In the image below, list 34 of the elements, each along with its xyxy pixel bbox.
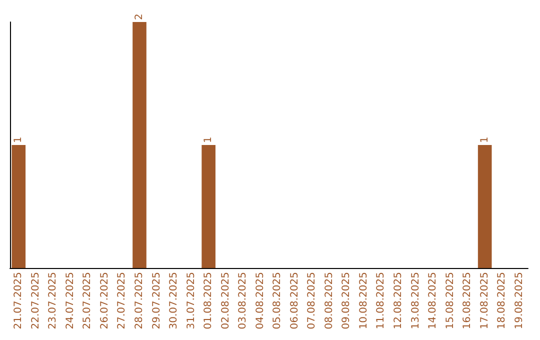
x-tick-label: 19.08.2025 — [514, 272, 525, 330]
x-tick-label: 03.08.2025 — [238, 272, 249, 330]
x-tick-label: 22.07.2025 — [30, 272, 42, 330]
x-tick-label: 30.07.2025 — [168, 272, 180, 330]
x-tick-label: 05.08.2025 — [272, 272, 284, 330]
x-tick-label: 18.08.2025 — [496, 272, 508, 330]
data-label: 1 — [479, 136, 490, 143]
x-tick-label: 31.07.2025 — [186, 272, 197, 330]
x-tick-label: 25.07.2025 — [82, 272, 94, 330]
x-tick-label: 29.07.2025 — [151, 272, 162, 330]
x-tick-label: 01.08.2025 — [203, 272, 214, 330]
x-tick-label: 08.08.2025 — [324, 272, 335, 330]
x-tick-label: 16.08.2025 — [462, 272, 474, 330]
x-tick-label: 10.08.2025 — [358, 272, 370, 330]
x-tick-label: 14.08.2025 — [428, 272, 439, 330]
x-tick-label: 28.07.2025 — [134, 272, 145, 330]
x-tick-label: 07.08.2025 — [306, 272, 318, 330]
x-tick-label: 11.08.2025 — [376, 272, 387, 330]
x-tick-label: 24.07.2025 — [64, 272, 76, 330]
x-tick-label: 13.08.2025 — [410, 272, 422, 330]
data-label: 2 — [134, 14, 145, 20]
x-tick-label: 26.07.2025 — [99, 272, 110, 330]
x-tick-label: 23.07.2025 — [48, 272, 59, 330]
x-tick-label: 12.08.2025 — [393, 272, 404, 330]
x-tick-label: 27.07.2025 — [116, 272, 128, 330]
x-tick-label: 17.08.2025 — [479, 272, 490, 330]
x-tick-label: 04.08.2025 — [254, 272, 266, 330]
x-tick-label: 06.08.2025 — [289, 272, 300, 330]
x-tick-label: 09.08.2025 — [341, 272, 352, 330]
data-label: 1 — [203, 136, 214, 143]
x-tick-label: 15.08.2025 — [444, 272, 456, 330]
data-label: 1 — [13, 136, 24, 143]
x-tick-label: 21.07.2025 — [13, 272, 24, 330]
x-tick-label: 02.08.2025 — [220, 272, 232, 330]
